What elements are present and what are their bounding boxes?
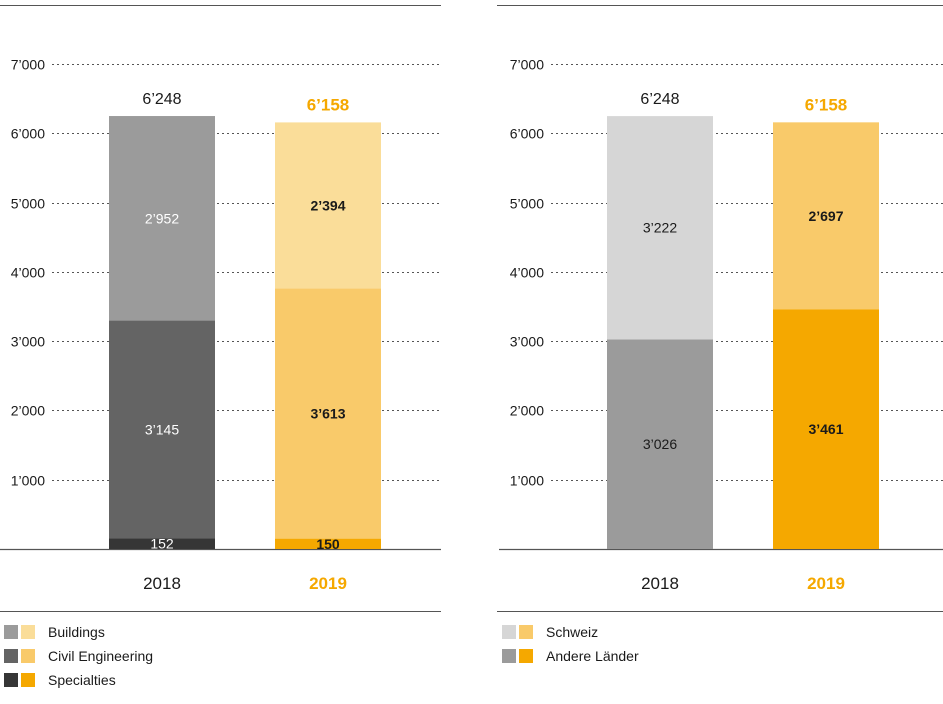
y-tick-label: 2’000 — [11, 403, 45, 419]
y-tick-label: 7’000 — [510, 57, 544, 73]
legend-swatch — [21, 673, 35, 687]
data-label: 152 — [150, 536, 174, 552]
y-tick-label: 4’000 — [510, 265, 544, 281]
legend-swatch — [502, 625, 516, 639]
bar-segment-buildings — [275, 122, 381, 289]
y-tick-label: 3’000 — [510, 334, 544, 350]
data-label: 2’697 — [808, 208, 843, 224]
y-tick-label: 5’000 — [510, 196, 544, 212]
data-label: 3’026 — [643, 436, 677, 452]
y-tick-label: 6’000 — [510, 126, 544, 142]
legend-label: Specialties — [48, 672, 116, 688]
legend-swatch — [519, 625, 533, 639]
legend-swatch — [4, 673, 18, 687]
legend-item-andere-laender: Andere Länder — [502, 644, 639, 668]
y-tick-label: 1’000 — [510, 473, 544, 489]
data-label: 2’952 — [145, 210, 179, 226]
y-tick-label: 5’000 — [11, 196, 45, 212]
y-tick-label: 2’000 — [510, 403, 544, 419]
legend-swatch — [502, 649, 516, 663]
bar-segment-specialties — [275, 538, 381, 549]
x-category-label: 2018 — [641, 574, 679, 593]
legend-left: Buildings Civil Engineering Specialties — [4, 620, 153, 692]
legend-label: Buildings — [48, 624, 105, 640]
total-label: 6’248 — [640, 91, 679, 108]
bar-segment-andere — [773, 309, 879, 549]
legend-label: Andere Länder — [546, 648, 639, 664]
bar-segment-civil — [109, 320, 215, 539]
y-tick-label: 1’000 — [11, 473, 45, 489]
legend-item-specialties: Specialties — [4, 668, 153, 692]
y-tick-label: 6’000 — [11, 126, 45, 142]
bar-segment-buildings — [109, 116, 215, 321]
x-category-label: 2019 — [309, 574, 347, 593]
legend-swatch — [21, 649, 35, 663]
y-tick-label: 3’000 — [11, 334, 45, 350]
legend-swatch — [519, 649, 533, 663]
y-tick-label: 4’000 — [11, 265, 45, 281]
legend-swatch — [4, 649, 18, 663]
data-label: 3’461 — [808, 421, 843, 437]
bar-segment-specialties — [109, 538, 215, 549]
legend-item-buildings: Buildings — [4, 620, 153, 644]
y-tick-label: 7’000 — [11, 57, 45, 73]
legend-label: Civil Engineering — [48, 648, 154, 664]
legend-swatch — [4, 625, 18, 639]
legend-swatch — [21, 625, 35, 639]
total-label: 6’248 — [142, 91, 181, 108]
x-category-label: 2019 — [807, 574, 845, 593]
data-label: 3’145 — [145, 422, 179, 438]
legend-right: Schweiz Andere Länder — [502, 620, 639, 668]
data-label: 3’222 — [643, 220, 677, 236]
total-label: 6’158 — [307, 95, 350, 114]
total-label: 6’158 — [805, 95, 848, 114]
bar-segment-schweiz — [773, 122, 879, 310]
data-label: 3’613 — [310, 405, 345, 421]
bar-segment-andere — [607, 339, 713, 549]
legend-item-civil-engineering: Civil Engineering — [4, 644, 153, 668]
bar-segment-civil — [275, 288, 381, 539]
data-label: 150 — [316, 536, 340, 552]
legend-label: Schweiz — [546, 624, 599, 640]
bar-segment-schweiz — [607, 116, 713, 340]
x-category-label: 2018 — [143, 574, 181, 593]
data-label: 2’394 — [310, 197, 345, 213]
legend-item-schweiz: Schweiz — [502, 620, 639, 644]
